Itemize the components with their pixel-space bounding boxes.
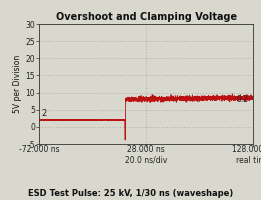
Text: 0.2: 0.2: [236, 95, 248, 104]
Text: 128.000 ns
real time: 128.000 ns real time: [232, 145, 261, 165]
Title: Overshoot and Clamping Voltage: Overshoot and Clamping Voltage: [56, 12, 237, 22]
Y-axis label: 5V per Division: 5V per Division: [14, 55, 22, 113]
Text: 2: 2: [41, 109, 46, 118]
Text: ESD Test Pulse: 25 kV, 1/30 ns (waveshape): ESD Test Pulse: 25 kV, 1/30 ns (waveshap…: [28, 189, 233, 198]
Text: 28.000 ns
20.0 ns/div: 28.000 ns 20.0 ns/div: [125, 145, 167, 165]
Text: -72.000 ns: -72.000 ns: [19, 145, 60, 154]
